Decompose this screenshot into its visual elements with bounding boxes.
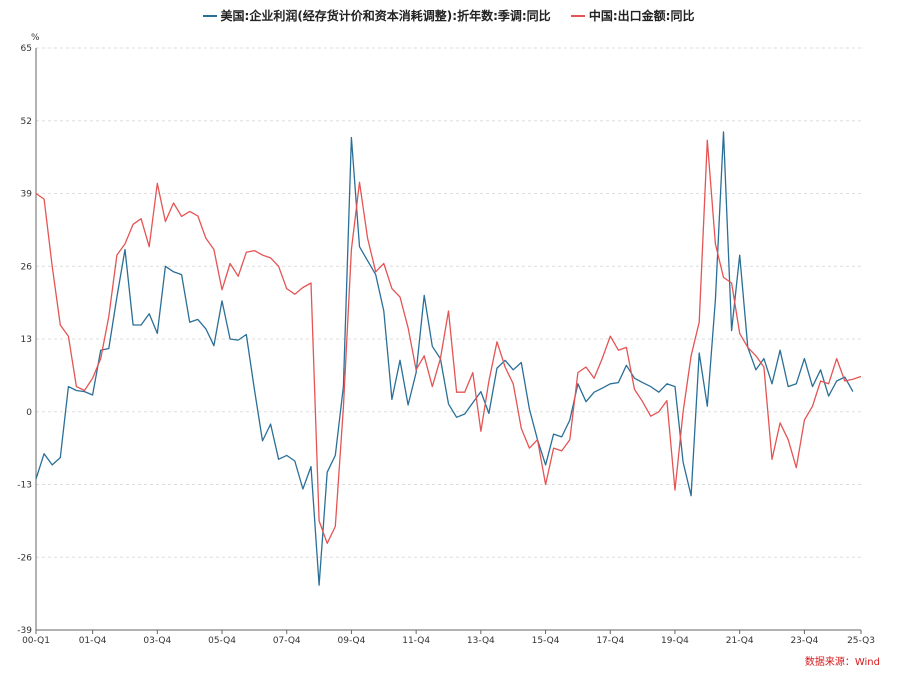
x-tick-label: 23-Q4: [790, 636, 818, 646]
legend-label-us-profits: 美国:企业利润(经存货计价和资本消耗调整):折年数:季调:同比: [220, 9, 551, 23]
y-tick-label: -39: [17, 626, 32, 636]
series-line-us-profits: [35, 131, 854, 586]
y-tick-label: -26: [17, 553, 32, 563]
legend-item-china-exports[interactable]: 中国:出口金额:同比: [570, 7, 695, 24]
x-tick-label: 25-Q3: [847, 636, 875, 646]
y-tick-label: 0: [26, 408, 32, 418]
series-line-china-exports: [35, 139, 862, 544]
y-tick-label: 13: [21, 335, 32, 345]
y-tick-label: 39: [21, 190, 33, 200]
x-tick-label: 09-Q4: [338, 636, 366, 646]
x-tick-label: 15-Q4: [532, 636, 560, 646]
x-tick-label: 19-Q4: [661, 636, 689, 646]
x-tick-label: 05-Q4: [208, 636, 236, 646]
x-tick-label: 03-Q4: [143, 636, 171, 646]
y-tick-label: -13: [17, 481, 32, 491]
chart-legend: 美国:企业利润(经存货计价和资本消耗调整):折年数:季调:同比 中国:出口金额:…: [0, 7, 897, 24]
x-tick-label: 21-Q4: [726, 636, 754, 646]
y-tick-label: 65: [21, 44, 32, 54]
x-tick-label: 07-Q4: [273, 636, 301, 646]
x-tick-label: 11-Q4: [402, 636, 430, 646]
x-tick-label: 13-Q4: [467, 636, 495, 646]
y-axis-unit: %: [31, 33, 40, 43]
legend-swatch-us-profits: [202, 14, 217, 17]
y-tick-label: 52: [21, 117, 32, 127]
data-source: 数据来源：Wind: [804, 657, 880, 668]
legend-swatch-china-exports: [570, 14, 585, 17]
y-tick-label: 26: [21, 262, 33, 272]
legend-label-china-exports: 中国:出口金额:同比: [588, 9, 695, 23]
x-tick-label: 01-Q4: [79, 636, 107, 646]
x-tick-label: 00-Q1: [22, 636, 50, 646]
legend-item-us-profits[interactable]: 美国:企业利润(经存货计价和资本消耗调整):折年数:季调:同比: [202, 7, 551, 24]
x-tick-label: 17-Q4: [596, 636, 624, 646]
